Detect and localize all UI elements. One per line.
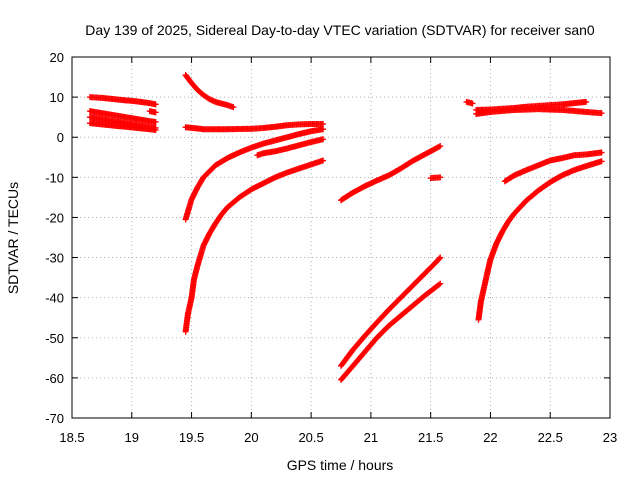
series-arc-1 — [86, 94, 159, 108]
data-point — [320, 157, 327, 164]
series-arc-12 — [427, 174, 444, 182]
grid-lines — [72, 57, 610, 418]
y-tick-label: 20 — [50, 50, 64, 65]
y-tick-label: -40 — [45, 291, 64, 306]
series-arc-10 — [182, 157, 327, 335]
data-point — [320, 120, 327, 127]
x-tick-label: 22.5 — [538, 430, 563, 445]
series-arc-4 — [86, 120, 159, 134]
x-tick-label: 18.5 — [59, 430, 84, 445]
series-arc-9 — [254, 136, 327, 159]
data-point — [152, 109, 159, 116]
y-tick-label: -50 — [45, 331, 64, 346]
x-tick-label: 20.5 — [298, 430, 323, 445]
y-tick-label: -20 — [45, 210, 64, 225]
series-arc-7 — [182, 120, 327, 133]
x-tick-label: 19.5 — [179, 430, 204, 445]
data-point-fill — [436, 281, 443, 288]
x-axis-label: GPS time / hours — [287, 457, 394, 473]
series-arc-2 — [86, 108, 159, 125]
x-tick-label: 23 — [603, 430, 617, 445]
data-point-fill — [436, 143, 443, 150]
data-point — [583, 98, 590, 105]
data-point — [152, 127, 159, 134]
y-tick-label: 0 — [57, 130, 64, 145]
x-tick-label: 22 — [483, 430, 497, 445]
chart-title: Day 139 of 2025, Sidereal Day-to-day VTE… — [85, 22, 595, 38]
data-point — [598, 110, 605, 117]
data-point — [152, 118, 159, 125]
y-axis-label: SDTVAR / TECUs — [5, 182, 21, 294]
series-arc-8 — [182, 126, 327, 223]
series-arc-11 — [338, 143, 444, 204]
data-point — [437, 143, 444, 150]
series-arc-15 — [463, 98, 476, 107]
data-point — [437, 174, 444, 181]
x-tick-label: 19 — [125, 430, 139, 445]
data-point — [320, 126, 327, 133]
series-arc-19 — [475, 158, 605, 323]
data-point — [437, 254, 444, 261]
y-tick-labels: -70 -60 -50 -40 -30 -20 -10 0 10 20 — [45, 50, 64, 426]
plot-frame — [71, 56, 611, 419]
y-tick-label: -60 — [45, 371, 64, 386]
series-arc-18 — [501, 149, 605, 185]
data-point — [230, 104, 237, 111]
y-tick-label: -10 — [45, 170, 64, 185]
x-tick-label: 21.5 — [418, 430, 443, 445]
series-arc-17 — [473, 106, 605, 117]
y-tick-label: -70 — [45, 411, 64, 426]
x-tick-label: 21 — [364, 430, 378, 445]
data-point — [598, 158, 605, 165]
data-point — [320, 136, 327, 143]
y-tick-label: 10 — [50, 90, 64, 105]
series-arc-5 — [146, 108, 159, 116]
series-arc-14 — [338, 280, 444, 383]
x-tick-label: 20 — [244, 430, 258, 445]
data-series — [86, 72, 605, 383]
y-tick-label: -30 — [45, 251, 64, 266]
data-point — [598, 149, 605, 156]
data-point — [437, 280, 444, 287]
series-arc-6 — [182, 72, 237, 111]
data-point — [152, 101, 159, 108]
data-point — [469, 100, 476, 107]
x-tick-labels: 18.5 19 19.5 20 20.5 21 21.5 22 22.5 23 — [59, 430, 617, 445]
data-point-fill — [436, 255, 443, 262]
series-arc-13 — [338, 254, 444, 369]
